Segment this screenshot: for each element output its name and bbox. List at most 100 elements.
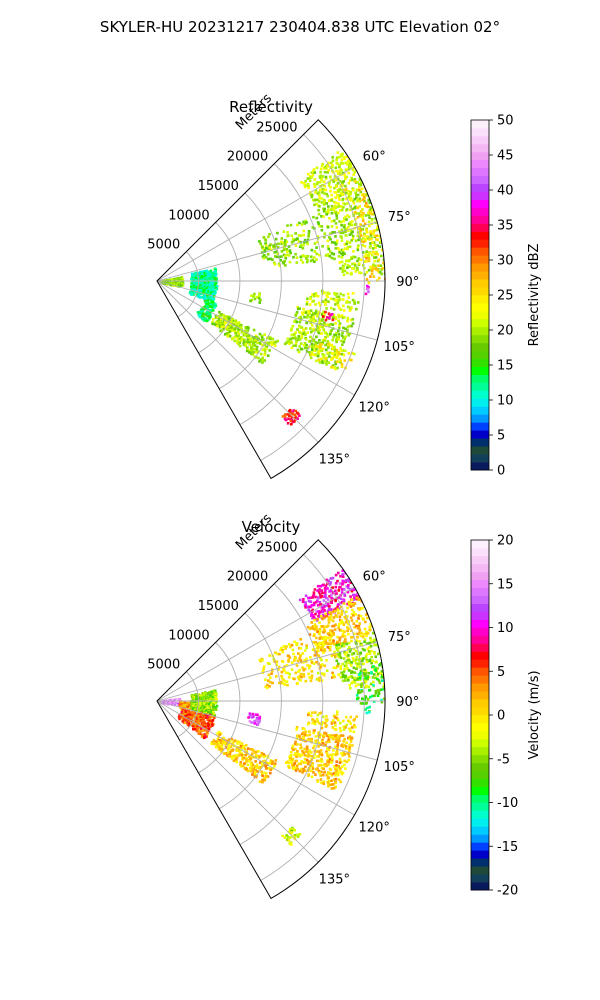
colorbar-segment [471, 215, 489, 224]
azimuth-line-5 [156, 700, 319, 863]
colorbar-tick-label-1: 5 [497, 429, 505, 444]
azimuth-tick-label-0: 60° [363, 570, 386, 585]
colorbar-segment [471, 691, 489, 700]
colorbar-segment [471, 183, 489, 192]
colorbar-segment [471, 151, 489, 161]
velocity-panel: Velocity500010000150002000025000Meters60… [147, 511, 542, 900]
colorbar-segment [471, 540, 489, 549]
colorbar-segment [471, 659, 489, 668]
azimuth-line-0 [156, 586, 355, 702]
azimuth-tick-label-1: 75° [388, 210, 411, 225]
azimuth-tick-label-2: 90° [396, 275, 419, 290]
colorbar-segment [471, 715, 489, 724]
colorbar-segment [471, 358, 489, 367]
colorbar-tick-label-7: 35 [497, 219, 514, 234]
colorbar-segment [471, 579, 489, 589]
colorbar-segment [471, 366, 489, 375]
colorbar-tick-label-6: 10 [497, 621, 514, 636]
colorbar-segment [471, 675, 489, 684]
polar-grid [156, 554, 385, 881]
colorbar-tick-label-4: 0 [497, 709, 505, 724]
colorbar-segment [471, 207, 489, 216]
colorbar-segment [471, 770, 489, 780]
colorbar-segment [471, 342, 489, 352]
colorbar-segment [471, 563, 489, 573]
range-tick-label-2: 15000 [198, 179, 239, 194]
azimuth-line-0 [156, 166, 355, 282]
range-tick-label-0: 5000 [147, 238, 180, 253]
colorbar-segment [471, 350, 489, 360]
colorbar-segment [471, 414, 489, 423]
colorbar-segment [471, 786, 489, 795]
azimuth-tick-label-4: 120° [359, 400, 390, 415]
range-ring-2 [218, 192, 282, 390]
colorbar-segment [471, 762, 489, 772]
colorbar-segment [471, 547, 489, 557]
echo-region-4 [188, 267, 219, 304]
azimuth-line-5 [156, 280, 319, 443]
colorbar-segment [471, 643, 489, 652]
colorbar-segment [471, 374, 489, 383]
range-tick-label-4: 25000 [256, 120, 297, 135]
colorbar-segment [471, 247, 489, 256]
sector-frame [156, 539, 386, 900]
azimuth-tick-label-0: 60° [363, 150, 386, 165]
colorbar-tick-label-2: 10 [497, 394, 514, 409]
echo-region-4 [258, 628, 339, 690]
range-ring-0 [177, 671, 199, 738]
colorbar-segment [471, 651, 489, 660]
azimuth-tick-label-3: 105° [384, 340, 415, 355]
range-tick-label-2: 15000 [198, 599, 239, 614]
colorbar-segment [471, 754, 489, 764]
colorbar-segment [471, 730, 489, 740]
azimuth-tick-label-1: 75° [388, 630, 411, 645]
azimuth-line-3 [156, 280, 378, 341]
figure-suptitle: SKYLER-HU 20231217 230404.838 UTC Elevat… [100, 18, 500, 36]
colorbar-segment [471, 810, 489, 819]
colorbar-segment [471, 135, 489, 145]
colorbar-segment [471, 446, 489, 455]
colorbar-segment [471, 794, 489, 803]
colorbar-segment [471, 382, 489, 391]
colorbar-segment [471, 422, 489, 431]
colorbar-tick-label-5: 25 [497, 289, 514, 304]
colorbar-segment [471, 430, 489, 439]
colorbar-tick-label-2: -10 [497, 796, 518, 811]
colorbar-label: Velocity (m/s) [527, 670, 542, 759]
echo-region-7 [211, 310, 280, 364]
colorbar-segment [471, 462, 489, 471]
colorbar-tick-label-7: 15 [497, 577, 514, 592]
azimuth-line-3 [156, 700, 378, 761]
azimuth-line-1 [156, 221, 378, 282]
azimuth-line-4 [156, 700, 355, 816]
colorbar-segment [471, 850, 489, 859]
echo-region-7 [190, 689, 219, 718]
colorbar-segment [471, 334, 489, 344]
colorbar-tick-label-5: 5 [497, 665, 505, 680]
colorbar-segment [471, 802, 489, 811]
echo-region-14 [364, 284, 370, 296]
colorbar-segment [471, 778, 489, 787]
colorbar-tick-label-8: 20 [497, 534, 514, 549]
colorbar-segment [471, 619, 489, 628]
colorbar-segment [471, 882, 489, 891]
echo-region-10 [309, 343, 356, 370]
colorbar-tick-label-0: -20 [497, 884, 518, 899]
colorbar-segment [471, 390, 489, 399]
echo-region-11 [306, 710, 358, 734]
echo-region-10 [285, 725, 354, 790]
colorbar-segment [471, 627, 489, 636]
sector-frame [156, 119, 386, 480]
azimuth-tick-label-5: 135° [319, 872, 350, 887]
colorbar-segment [471, 255, 489, 264]
colorbar-tick-label-1: -15 [497, 840, 518, 855]
echo-region-12 [247, 712, 262, 726]
echo-region-13 [281, 826, 302, 846]
colorbar-segment [471, 874, 489, 883]
colorbar-segment [471, 223, 489, 232]
echo-region-14 [364, 705, 371, 715]
colorbar: 0 5 10 15 20 25 30 35 40 45 50 Reflectivity dBZ [470, 114, 542, 479]
colorbar-segment [471, 302, 489, 312]
azimuth-line-1 [156, 641, 378, 702]
